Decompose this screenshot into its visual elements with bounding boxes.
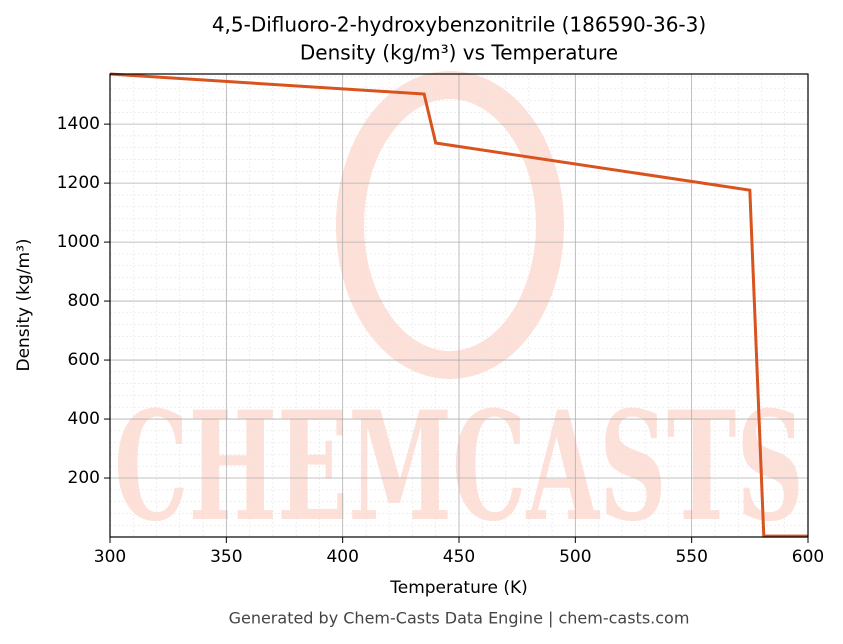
chart-title: 4,5-Difluoro-2-hydroxybenzonitrile (1865… — [212, 13, 706, 37]
x-tick-label: 400 — [326, 547, 358, 567]
y-tick-label: 1000 — [57, 232, 100, 252]
y-tick-label: 600 — [68, 350, 100, 370]
footer: Generated by Chem-Casts Data Engine | ch… — [229, 609, 690, 628]
x-tick-label: 450 — [443, 547, 475, 567]
y-tick-label: 1200 — [57, 173, 100, 193]
plot-frame — [109, 73, 809, 538]
x-tick-label: 350 — [210, 547, 242, 567]
data-line — [109, 72, 808, 538]
x-tick-label: 550 — [675, 547, 707, 567]
y-tick-label: 200 — [68, 468, 100, 488]
y-tick-label: 1400 — [57, 114, 100, 134]
watermark-logo — [336, 71, 564, 379]
x-tick-label: 600 — [792, 547, 824, 567]
x-tick-label: 500 — [559, 547, 591, 567]
y-tick-label: 800 — [68, 291, 100, 311]
chart-subtitle: Density (kg/m³) vs Temperature — [300, 41, 618, 65]
x-axis-label: Temperature (K) — [389, 578, 528, 598]
y-axis-label: Density (kg/m³) — [14, 238, 34, 371]
y-tick-label: 400 — [68, 409, 100, 429]
x-tick-label: 300 — [94, 547, 126, 567]
